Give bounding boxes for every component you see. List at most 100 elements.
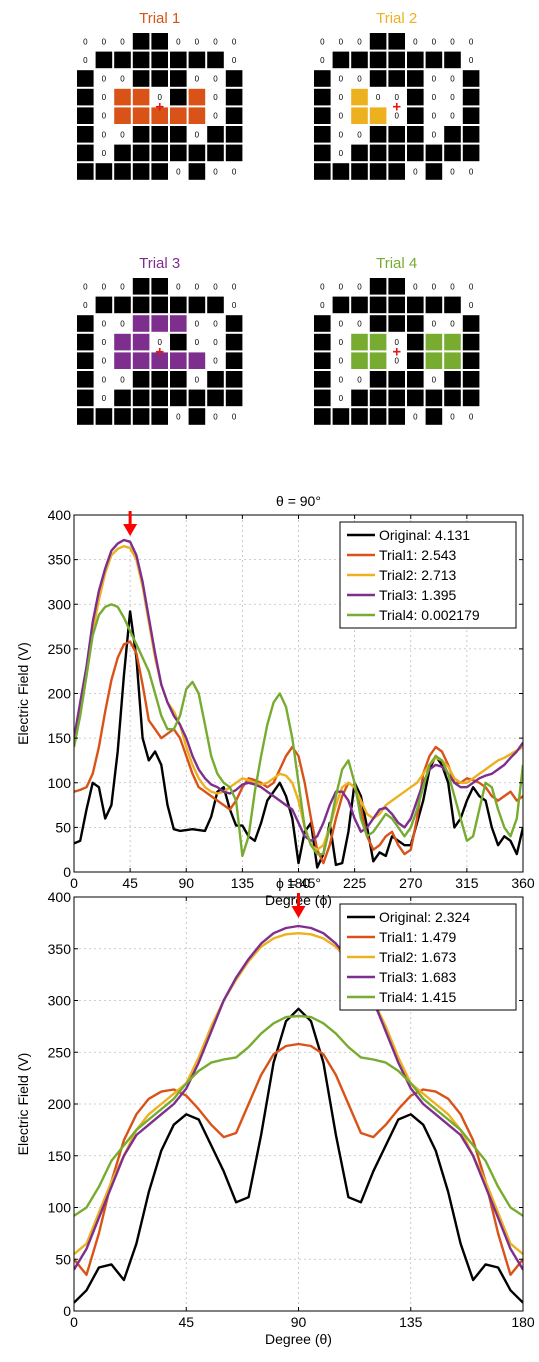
filled-cell [444,389,461,407]
filled-cell [407,315,424,332]
empty-cell-zero: 0 [357,37,362,46]
x-tick-label: 45 [178,1314,194,1330]
y-tick-label: 350 [48,941,72,957]
empty-cell-zero: 0 [102,93,107,102]
grid-panel: Trial 40 0 0 0 0 0 00 00 0 0 00 00 00 0 000 0 0+ [314,255,480,425]
y-tick-label: 150 [48,730,72,746]
empty-cell-zero: 0 [120,130,125,139]
active-cell [151,315,168,332]
y-tick-label: 150 [48,1148,72,1164]
active-cell [151,107,168,124]
filled-cell [351,51,368,69]
active-cell [132,315,150,332]
filled-cell [332,296,350,314]
empty-cell-zero: 0 [357,320,362,329]
filled-cell [462,107,480,124]
filled-cell [351,296,368,314]
grid-panel: Trial 20 0 0 0 0 0 00 00 0 0 00 0 0 0 00 0 0 00 0 000 0 0+ [314,10,480,180]
empty-cell-zero: 0 [176,37,181,46]
y-tick-label: 400 [48,889,72,905]
filled-cell [77,144,94,162]
filled-cell [425,408,443,425]
active-cell [114,333,131,351]
filled-cell [462,333,480,351]
y-tick-label: 300 [48,993,72,1009]
empty-cell-zero: 0 [339,37,344,46]
empty-cell-zero: 0 [339,282,344,291]
series-line [74,1042,523,1276]
filled-cell [225,88,243,106]
filled-cell [132,371,150,388]
filled-cell [388,33,405,50]
y-tick-label: 250 [48,641,72,657]
peak-arrow-head [291,906,306,918]
empty-cell-zero: 0 [339,112,344,121]
empty-cell-zero: 0 [176,168,181,177]
empty-cell-zero: 0 [394,93,399,102]
empty-cell-zero: 0 [102,112,107,121]
filled-cell [462,88,480,106]
filled-cell [407,144,424,162]
y-tick-label: 300 [48,596,72,612]
empty-cell-zero: 0 [120,320,125,329]
active-cell [132,107,150,124]
line-chart: 0 45 90 135 180 225 270 315 360 0 50 100 150 200 250 30… [15,493,535,908]
filled-cell [407,296,424,314]
empty-cell-zero: 0 [394,112,399,121]
filled-cell [388,315,405,332]
x-tick-label: 45 [122,875,138,891]
empty-cell-zero: 0 [157,338,162,347]
filled-cell [151,126,168,143]
filled-cell [388,70,405,87]
filled-cell [132,389,150,407]
empty-cell-zero: 0 [357,130,362,139]
x-tick-label: 0 [70,1314,78,1330]
filled-cell [407,70,424,87]
active-cell [132,333,150,351]
y-tick-label: 200 [48,686,72,702]
filled-cell [407,371,424,388]
empty-cell-zero: 0 [320,301,325,310]
y-tick-label: 250 [48,1044,72,1060]
empty-cell-zero: 0 [195,375,200,384]
x-tick-label: 180 [511,1314,535,1330]
filled-cell [314,408,331,425]
filled-cell [77,371,94,388]
filled-cell [369,296,387,314]
filled-cell [225,70,243,87]
filled-cell [462,126,480,143]
legend-entry: Trial4: 1.415 [379,989,457,1005]
filled-cell [151,51,168,69]
empty-cell-zero: 0 [195,130,200,139]
filled-cell [188,408,206,425]
filled-cell [332,408,350,425]
filled-cell [207,51,224,69]
empty-cell-zero: 0 [232,37,237,46]
empty-cell-zero: 0 [102,375,107,384]
empty-cell-zero: 0 [357,75,362,84]
filled-cell [462,389,480,407]
empty-cell-zero: 0 [232,301,237,310]
active-cell [351,352,368,369]
filled-cell [388,126,405,143]
filled-cell [332,51,350,69]
center-marker: + [392,98,401,115]
filled-cell [332,163,350,180]
y-tick-label: 200 [48,1096,72,1112]
filled-cell [388,408,405,425]
series-line [74,603,523,858]
filled-cell [170,371,187,388]
filled-cell [151,389,168,407]
active-cell [170,315,187,332]
filled-cell [114,163,131,180]
filled-cell [170,51,187,69]
filled-cell [207,126,224,143]
empty-cell-zero: 0 [213,413,218,422]
legend-entry: Trial2: 2.713 [379,567,457,583]
legend-entry: Original: 2.324 [379,909,470,925]
filled-cell [462,70,480,87]
active-cell [351,333,368,351]
series-line [74,924,523,1271]
filled-cell [444,51,461,69]
